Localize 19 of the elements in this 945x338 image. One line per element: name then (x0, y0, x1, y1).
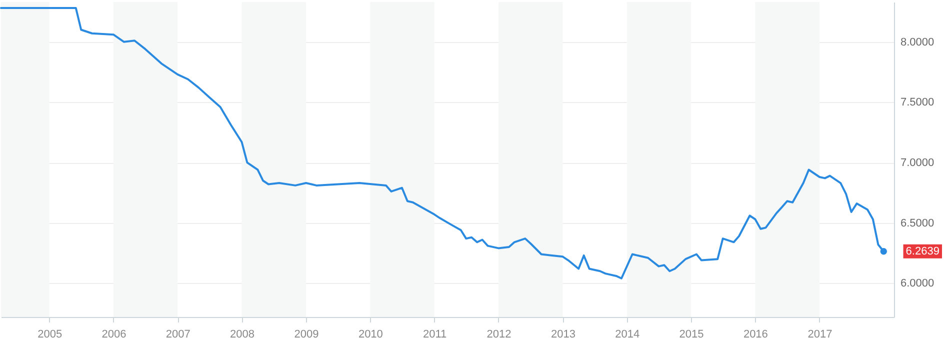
x-tick-label: 2009 (294, 328, 319, 338)
x-tick-label: 2014 (615, 328, 640, 338)
x-tick-label: 2005 (38, 328, 62, 338)
x-tick-label: 2006 (102, 328, 126, 338)
y-tick-label: 7.5000 (900, 96, 934, 109)
y-tick-label: 6.5000 (900, 217, 934, 230)
x-tick-label: 2016 (743, 328, 768, 338)
x-tick-label: 2007 (166, 328, 190, 338)
y-tick-label: 6.0000 (900, 278, 934, 290)
x-tick-label: 2017 (808, 328, 832, 338)
x-tick-label: 2010 (358, 328, 383, 338)
y-tick-label: 7.0000 (900, 157, 934, 170)
x-tick-label: 2015 (679, 328, 704, 338)
annotation: 6.2639 (906, 245, 940, 258)
x-tick-label: 2013 (551, 328, 576, 338)
y-tick-label: 8.0000 (900, 36, 934, 48)
x-tick-label: 2008 (230, 328, 254, 338)
x-tick-label: 2011 (422, 328, 447, 338)
x-tick-label: 2012 (486, 328, 512, 338)
